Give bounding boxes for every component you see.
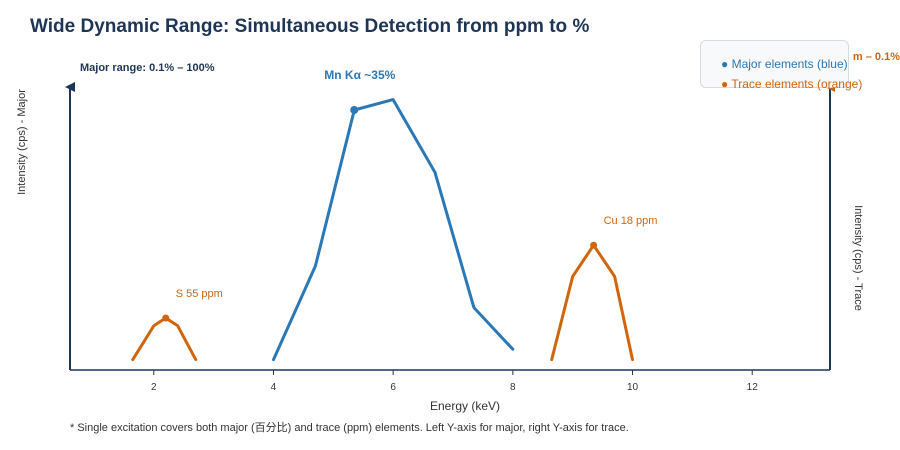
x-tick-label-2: 2 [151,382,157,393]
major-series-line [272,98,515,362]
trace-range-label: m – 0.1% [853,51,900,63]
trace-series-line-2 [550,243,634,362]
legend-item-trace: ● Trace elements (orange) [721,74,862,94]
y-axis-left-label: Intensity (cps) - Major [16,89,28,195]
legend-trace-marker: ● [721,77,729,91]
series-group [131,98,634,362]
x-tick-label-8: 8 [510,382,516,393]
annotation-group: Mn Kα ~35% S 55 ppm Cu 18 ppm [162,68,657,322]
peak-label-s-55-ppm: S 55 ppm [176,288,223,300]
legend-item-major: ● Major elements (blue) [721,54,848,74]
major-range-label: Major range: 0.1% – 100% [80,62,215,74]
x-tick-label-4: 4 [271,382,277,393]
x-axis: 2 4 6 8 10 12 [70,369,830,393]
x-tick-label-12: 12 [747,382,759,393]
legend-major-label: Major elements (blue) [731,57,848,71]
peak-marker-s-55-ppm [162,314,170,322]
x-axis-label: Energy (keV) [430,399,500,413]
chart-title: Wide Dynamic Range: Simultaneous Detecti… [30,16,590,37]
footnote: * Single excitation covers both major (百… [70,422,629,434]
peak-marker-cu-18-ppm [590,241,598,249]
peak-label-mn-k-35: Mn Kα ~35% [324,68,395,82]
x-tick-label-6: 6 [390,382,396,393]
legend-major-marker: ● [721,57,729,71]
x-tick-group: 2 4 6 8 10 12 [151,370,758,393]
x-tick-label-10: 10 [627,382,639,393]
y-axis-right-label: Intensity (cps) - Trace [852,205,864,311]
peak-marker-mn-k-35 [350,106,359,114]
peak-label-cu-18-ppm: Cu 18 ppm [604,215,658,227]
trace-series-line-1 [131,316,198,362]
legend: ● Major elements (blue) ● Trace elements… [700,40,862,91]
legend-trace-label: Trace elements (orange) [731,77,863,91]
